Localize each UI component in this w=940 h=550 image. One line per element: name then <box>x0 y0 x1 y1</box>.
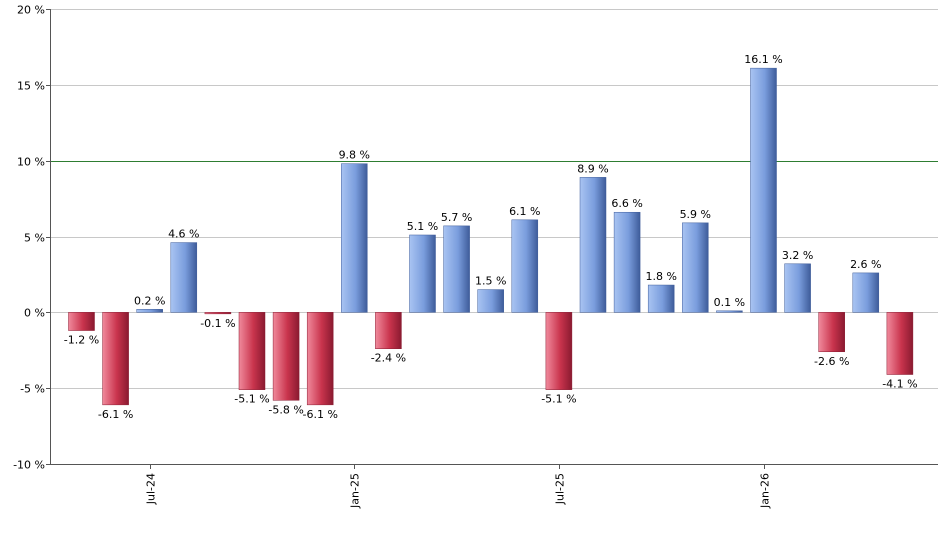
x-tick-label: Jan-26 <box>759 473 772 509</box>
axes: 20 % 15 % 10 % 5 % 0 % -5 % -10 % Jul-24 Jan-25 J… <box>13 4 938 509</box>
bar <box>238 312 266 390</box>
data-label: 0.1 % <box>714 296 745 309</box>
bar <box>375 312 402 349</box>
bar <box>409 234 436 313</box>
bar <box>750 67 777 313</box>
data-label: -2.6 % <box>814 355 849 368</box>
data-label: 6.6 % <box>611 197 642 210</box>
data-label: 2.6 % <box>850 258 881 271</box>
data-label: 1.5 % <box>475 275 506 288</box>
data-label: -5.8 % <box>268 403 303 416</box>
bar <box>579 177 607 313</box>
bar <box>784 263 811 313</box>
data-label: 0.2 % <box>134 294 165 307</box>
y-tick-label: 15 % <box>17 80 45 93</box>
data-label: -2.4 % <box>371 352 406 365</box>
bar <box>341 163 368 313</box>
bar <box>272 312 300 401</box>
bar <box>477 289 504 313</box>
bar <box>886 312 914 375</box>
y-tick-label: 0 % <box>24 307 45 320</box>
data-label: 5.7 % <box>441 211 472 224</box>
data-label: -5.1 % <box>234 393 269 406</box>
data-label: 5.1 % <box>407 220 438 233</box>
bar <box>443 225 470 313</box>
data-label: 6.1 % <box>509 205 540 218</box>
bar <box>68 312 95 331</box>
data-labels: -1.2 %-6.1 %0.2 %4.6 %-0.1 %-5.1 %-5.8 %… <box>64 53 918 421</box>
data-label: 16.1 % <box>744 53 782 66</box>
data-label: -0.1 % <box>200 317 235 330</box>
bar <box>613 211 641 313</box>
data-label: -1.2 % <box>64 334 99 347</box>
data-label: 1.8 % <box>645 270 676 283</box>
bar <box>306 312 334 406</box>
x-tick-label: Jul-24 <box>145 473 158 505</box>
x-tick-label: Jan-25 <box>349 473 362 509</box>
y-tick-label: 20 % <box>17 4 45 17</box>
data-label: 4.6 % <box>168 228 199 241</box>
bar <box>852 272 880 313</box>
data-label: -5.1 % <box>541 393 576 406</box>
data-label: 5.9 % <box>680 208 711 221</box>
bar <box>647 284 675 313</box>
y-tick-label: 10 % <box>17 156 45 169</box>
data-label: -6.1 % <box>302 408 337 421</box>
data-label: 3.2 % <box>782 249 813 262</box>
bar <box>170 242 198 313</box>
y-tick-label: -5 % <box>20 383 45 396</box>
bar <box>204 312 232 315</box>
bar <box>818 312 845 353</box>
data-label: 9.8 % <box>339 149 370 162</box>
bar <box>511 219 539 313</box>
bar <box>136 309 163 313</box>
x-tick-label: Jul-25 <box>554 473 567 505</box>
bar <box>716 310 743 313</box>
bar <box>682 222 709 313</box>
data-label: -6.1 % <box>98 408 133 421</box>
data-label: 8.9 % <box>577 162 608 175</box>
data-label: -4.1 % <box>882 378 917 391</box>
bar <box>102 312 129 406</box>
y-tick-label: -10 % <box>13 459 45 472</box>
y-tick-label: 5 % <box>24 232 45 245</box>
bar <box>545 312 573 390</box>
bars <box>68 67 914 406</box>
